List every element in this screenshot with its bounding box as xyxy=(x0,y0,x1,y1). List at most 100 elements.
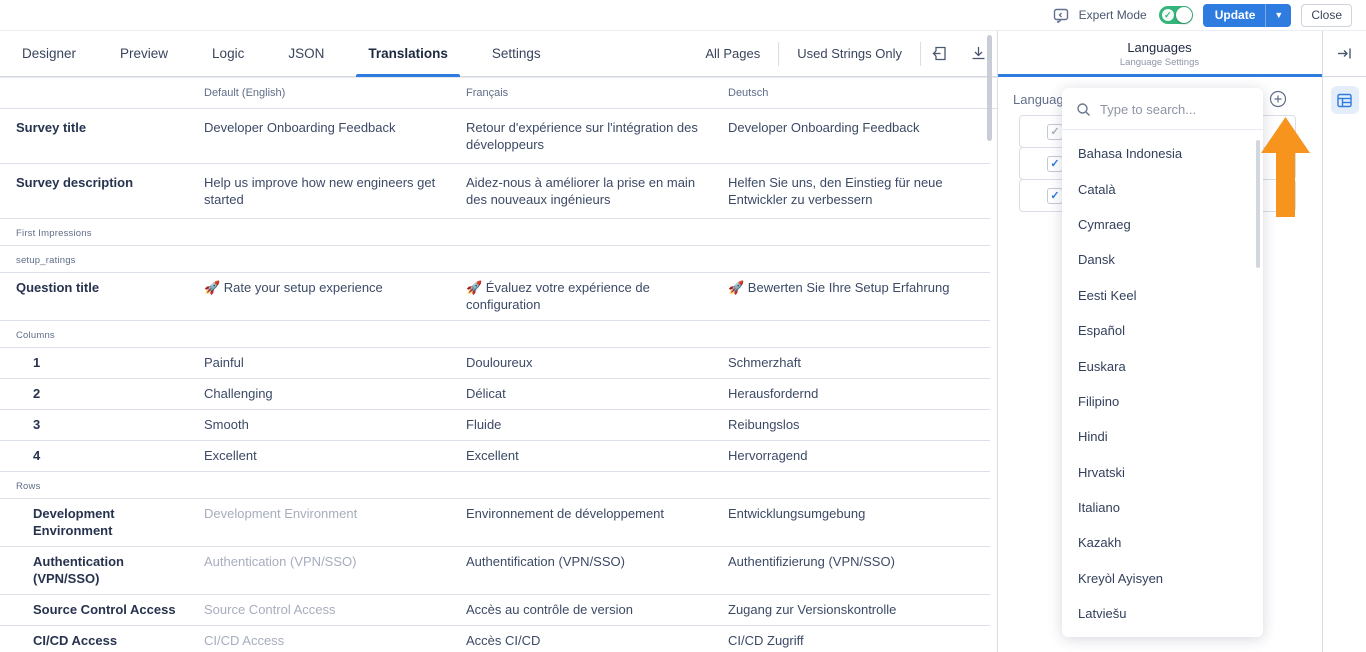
row-label: Authentication (VPN/SSO) xyxy=(33,554,124,586)
translation-cell[interactable]: Zugang zur Versionskontrolle xyxy=(728,602,897,617)
translation-cell[interactable]: Help us improve how new engineers get st… xyxy=(204,175,436,207)
language-option[interactable]: Cymraeg xyxy=(1078,216,1131,232)
checkbox-checked-icon[interactable]: ✓ xyxy=(1047,187,1063,204)
table-body: Survey title Developer Onboarding Feedbac… xyxy=(0,109,997,652)
language-option[interactable]: Català xyxy=(1078,181,1116,197)
translation-cell[interactable]: Retour d'expérience sur l'intégration de… xyxy=(466,120,698,152)
translation-cell[interactable]: Douloureux xyxy=(466,355,533,370)
tab-designer[interactable]: Designer xyxy=(22,46,77,61)
top-bar: Expert Mode ✓ Update ▼ Close xyxy=(0,0,1366,31)
tab-settings[interactable]: Settings xyxy=(491,46,541,61)
import-icon[interactable] xyxy=(921,31,959,76)
tab-bar: Designer Preview Logic JSON Translations Sett… xyxy=(0,31,997,77)
translation-cell[interactable]: Accès CI/CD xyxy=(466,633,541,648)
language-option[interactable]: Filipino xyxy=(1078,393,1120,409)
translation-cell[interactable]: Development Environment xyxy=(204,506,358,521)
translation-cell[interactable]: Authentifizierung (VPN/SSO) xyxy=(728,554,895,569)
tab-json[interactable]: JSON xyxy=(288,46,325,61)
close-button[interactable]: Close xyxy=(1301,3,1352,27)
translation-cell[interactable]: Helfen Sie uns, den Einstieg für neue En… xyxy=(728,175,943,207)
section-label: First Impressions xyxy=(16,228,92,239)
translation-cell[interactable]: Schmerzhaft xyxy=(728,355,801,370)
dropdown-scrollbar[interactable] xyxy=(1256,140,1260,268)
panel-title: Languages xyxy=(1127,39,1192,55)
language-option[interactable]: Hindi xyxy=(1078,429,1108,445)
language-option[interactable]: Eesti Keel xyxy=(1078,287,1137,303)
translation-cell[interactable]: CI/CD Zugriff xyxy=(728,633,804,648)
translation-cell[interactable]: Challenging xyxy=(204,386,273,401)
translation-cell[interactable]: Excellent xyxy=(204,448,257,463)
collapse-panel-icon[interactable] xyxy=(1336,45,1353,62)
update-button-label: Update xyxy=(1214,8,1256,22)
translation-cell[interactable]: Source Control Access xyxy=(204,602,336,617)
language-option[interactable]: Bahasa Indonesia xyxy=(1078,146,1183,162)
language-option[interactable]: Kreyòl Ayisyen xyxy=(1078,570,1164,586)
table-scrollbar[interactable] xyxy=(987,35,992,141)
translation-cell[interactable]: Excellent xyxy=(466,448,519,463)
tab-translations[interactable]: Translations xyxy=(346,31,470,77)
translation-cell[interactable]: Hervorragend xyxy=(728,448,808,463)
translation-cell[interactable]: 🚀 Rate your setup experience xyxy=(204,280,383,295)
panel-divider xyxy=(997,31,998,652)
collapse-area xyxy=(1323,31,1366,77)
language-option[interactable]: Hrvatski xyxy=(1078,464,1125,480)
all-pages-button[interactable]: All Pages xyxy=(705,46,761,61)
translation-cell[interactable]: Developer Onboarding Feedback xyxy=(728,120,920,135)
row-label: Question title xyxy=(16,280,100,295)
translation-cell[interactable]: Authentification (VPN/SSO) xyxy=(466,554,625,569)
language-option[interactable]: Dansk xyxy=(1078,252,1115,268)
expert-mode-toggle[interactable]: ✓ xyxy=(1158,6,1193,24)
language-option[interactable]: Latviešu xyxy=(1078,606,1127,622)
toggle-knob xyxy=(1175,7,1192,23)
translation-cell[interactable]: Authentication (VPN/SSO) xyxy=(204,554,357,569)
translation-cell[interactable]: Fluide xyxy=(466,417,502,432)
language-option[interactable]: Italiano xyxy=(1078,500,1120,516)
translation-cell[interactable]: Herausfordernd xyxy=(728,386,819,401)
section-row: First Impressions xyxy=(0,219,990,246)
property-grid-button[interactable] xyxy=(1330,86,1359,114)
chevron-down-icon[interactable]: ▼ xyxy=(1274,10,1284,20)
translation-cell[interactable]: Accès au contrôle de version xyxy=(466,602,633,617)
add-language-icon[interactable] xyxy=(1269,90,1287,108)
translation-row: Source Control Access Source Control Acce… xyxy=(0,595,990,626)
used-strings-only-button[interactable]: Used Strings Only xyxy=(797,46,902,61)
translation-cell[interactable]: 🚀 Bewerten Sie Ihre Setup Erfahrung xyxy=(728,280,950,295)
tab-logic[interactable]: Logic xyxy=(212,46,245,61)
translation-cell[interactable]: CI/CD Access xyxy=(204,633,285,648)
language-options-list: Bahasa Indonesia Català Cymraeg Dansk Eesti … xyxy=(1062,130,1263,631)
translation-cell[interactable]: Aidez-nous à améliorer la prise en main … xyxy=(466,175,696,207)
languages-panel: Languages ✓ ✓ ✓ Bahasa Indonesia Català Cy… xyxy=(998,77,1322,652)
language-option[interactable]: Español xyxy=(1078,323,1125,339)
language-option[interactable]: Euskara xyxy=(1078,358,1126,374)
translation-row: Question title 🚀 Rate your setup experien… xyxy=(0,273,990,321)
language-search-input[interactable] xyxy=(1100,102,1249,117)
tab-languages-panel[interactable]: Languages Language Settings xyxy=(997,31,1322,77)
checkbox-checked-disabled-icon[interactable]: ✓ xyxy=(1047,123,1063,140)
translation-row: 3 Smooth Fluide Reibungslos xyxy=(0,410,990,441)
download-icon[interactable] xyxy=(959,31,997,76)
translation-cell[interactable]: Smooth xyxy=(204,417,249,432)
divider xyxy=(778,41,780,66)
row-label: Development Environment xyxy=(33,506,115,538)
expert-mode-label: Expert Mode xyxy=(1078,8,1147,22)
update-button[interactable]: Update ▼ xyxy=(1202,3,1292,27)
translation-cell[interactable]: 🚀 Évaluez votre expérience de configurat… xyxy=(466,280,650,312)
translation-cell[interactable]: Developer Onboarding Feedback xyxy=(204,120,396,135)
section-label: setup_ratings xyxy=(16,255,76,266)
checkbox-checked-icon[interactable]: ✓ xyxy=(1047,155,1063,172)
language-option[interactable]: Kazakh xyxy=(1078,535,1122,551)
translation-cell[interactable]: Entwicklungsumgebung xyxy=(728,506,866,521)
tab-preview[interactable]: Preview xyxy=(120,46,169,61)
row-label: Survey title xyxy=(16,120,87,135)
translation-cell[interactable]: Reibungslos xyxy=(728,417,800,432)
row-label: CI/CD Access xyxy=(33,633,118,648)
column-header: Default (English) xyxy=(204,87,286,99)
row-label: Source Control Access xyxy=(33,602,176,617)
translation-cell[interactable]: Painful xyxy=(204,355,244,370)
translation-row: Survey title Developer Onboarding Feedbac… xyxy=(0,109,990,164)
translation-cell[interactable]: Délicat xyxy=(466,386,506,401)
translation-cell[interactable]: Environnement de développement xyxy=(466,506,665,521)
translation-row: Development Environment Development Envir… xyxy=(0,499,990,547)
feedback-icon[interactable] xyxy=(1053,7,1069,23)
right-toolbar xyxy=(1322,31,1366,652)
